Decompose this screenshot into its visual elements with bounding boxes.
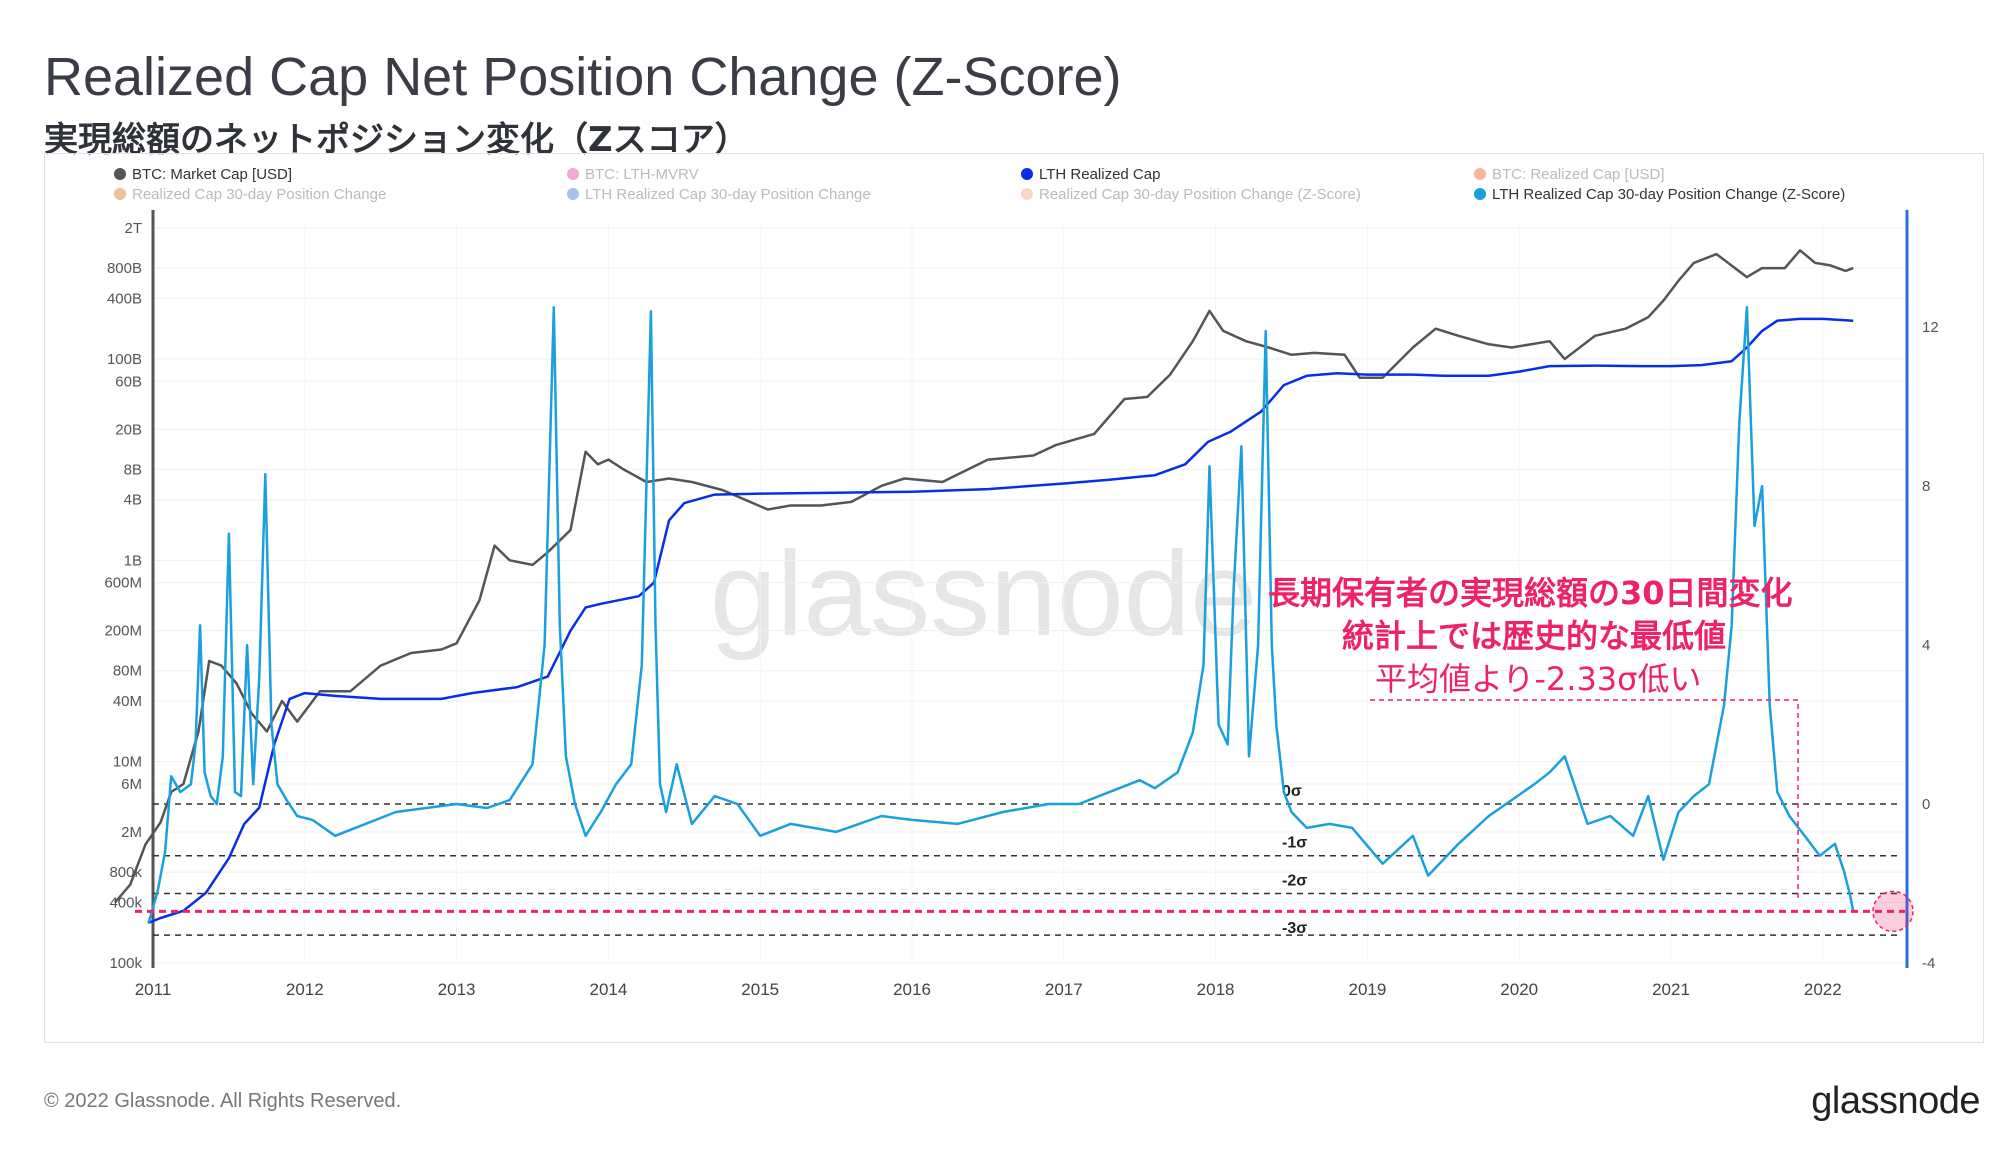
y-right-tick-label: 8: [1922, 478, 1930, 495]
sigma-label: 0σ: [1282, 783, 1302, 800]
legend-label: LTH Realized Cap 30-day Position Change: [585, 186, 871, 203]
y-right-tick-label: 12: [1922, 319, 1939, 336]
legend-dot: [114, 188, 126, 200]
x-tick-label: 2016: [893, 980, 931, 999]
y-right-tick-label: -4: [1922, 955, 1935, 972]
y-right-tick-label: 0: [1922, 796, 1930, 813]
x-tick-label: 2015: [741, 980, 779, 999]
legend-dot: [1021, 188, 1033, 200]
legend-dot: [567, 168, 579, 180]
y-left-tick-label: 10M: [113, 754, 142, 771]
annotation-line-2: 統計上では歴史的な最低値: [1342, 617, 1726, 655]
legend-dot: [1021, 168, 1033, 180]
y-left-tick-label: 400B: [107, 290, 142, 307]
x-tick-label: 2013: [438, 980, 476, 999]
y-left-tick-label: 80M: [113, 663, 142, 680]
series-line: [114, 249, 1854, 904]
legend-item: LTH Realized Cap: [1021, 166, 1160, 183]
chart-annotations: 長期保有者の実現総額の30日間変化 統計上では歴史的な最低値 平均値より-2.3…: [135, 574, 1914, 933]
y-left-tick-label: 4B: [124, 492, 142, 509]
legend-item: Realized Cap 30-day Position Change (Z-S…: [1021, 186, 1361, 203]
chart-frame: [44, 153, 1984, 1043]
legend-label: LTH Realized Cap 30-day Position Change …: [1492, 186, 1845, 203]
legend-dot: [567, 188, 579, 200]
y-left-tick-label: 100k: [109, 955, 142, 972]
x-tick-label: 2017: [1045, 980, 1083, 999]
legend-label: LTH Realized Cap: [1039, 166, 1160, 183]
annotation-line-3: 平均値より-2.33σ低い: [1375, 660, 1701, 698]
minimum-marker-circle: [1872, 890, 1914, 933]
legend-item: LTH Realized Cap 30-day Position Change …: [1474, 186, 1845, 203]
sigma-label: -3σ: [1282, 920, 1307, 937]
x-tick-label: 2011: [135, 980, 172, 999]
chart-watermark: glassnode: [710, 527, 1257, 661]
x-tick-label: 2021: [1652, 980, 1690, 999]
legend-dot: [1474, 188, 1486, 200]
sigma-label: -2σ: [1282, 872, 1307, 889]
legend-dot: [1474, 168, 1486, 180]
y-left-tick-label: 2T: [124, 220, 142, 237]
y-left-tick-label: 6M: [121, 776, 142, 793]
legend-dot: [114, 168, 126, 180]
chart-grid: [152, 222, 1907, 964]
legend-label: BTC: Market Cap [USD]: [132, 166, 292, 183]
copyright-footer: © 2022 Glassnode. All Rights Reserved.: [44, 1090, 402, 1112]
glassnode-logo: glassnode: [1811, 1080, 1980, 1122]
y-right-tick-label: 4: [1922, 637, 1930, 654]
legend-item: Realized Cap 30-day Position Change: [114, 186, 386, 203]
legend-label: Realized Cap 30-day Position Change: [132, 186, 386, 203]
legend-label: BTC: LTH-MVRV: [585, 166, 699, 183]
annotation-leader-line: [1370, 699, 1799, 902]
y-left-tick-label: 60B: [115, 373, 142, 390]
x-tick-label: 2020: [1500, 980, 1538, 999]
legend-label: Realized Cap 30-day Position Change (Z-S…: [1039, 186, 1361, 203]
series-line: [147, 306, 1855, 924]
legend-label: BTC: Realized Cap [USD]: [1492, 166, 1665, 183]
sigma-lines: 0σ -1σ -2σ -3σ: [153, 783, 1900, 937]
legend-item: BTC: Realized Cap [USD]: [1474, 166, 1665, 183]
y-left-tick-label: 100B: [107, 351, 142, 368]
legend-item: BTC: LTH-MVRV: [567, 166, 699, 183]
x-tick-label: 2012: [286, 980, 324, 999]
chart-legend: BTC: Market Cap [USD] BTC: LTH-MVRV LTH Re…: [114, 166, 1845, 203]
sigma-label: -1σ: [1282, 835, 1307, 852]
chart-series: [114, 249, 1855, 925]
y-left-tick-label: 40M: [113, 693, 142, 710]
y-left-tick-label: 600M: [104, 575, 142, 592]
chart-axes: 2T 800B 400B 100B 60B 20B 8B 4B 1B 600M 200M 80M 40M…: [104, 210, 1939, 999]
legend-item: LTH Realized Cap 30-day Position Change: [567, 186, 871, 203]
y-left-tick-label: 200M: [104, 623, 142, 640]
legend-item: BTC: Market Cap [USD]: [114, 166, 292, 183]
y-left-tick-label: 8B: [124, 461, 142, 478]
page-title: Realized Cap Net Position Change (Z-Scor…: [44, 47, 1122, 107]
y-left-tick-label: 20B: [115, 421, 142, 438]
y-left-tick-label: 400k: [109, 894, 142, 911]
y-left-tick-label: 1B: [124, 552, 142, 569]
series-line: [147, 317, 1854, 925]
x-tick-label: 2019: [1348, 980, 1386, 999]
annotation-line-1: 長期保有者の実現総額の30日間変化: [1268, 574, 1793, 612]
x-tick-label: 2014: [589, 980, 627, 999]
x-tick-label: 2018: [1197, 980, 1235, 999]
y-left-tick-label: 2M: [121, 824, 142, 841]
x-tick-label: 2022: [1804, 980, 1842, 999]
y-left-tick-label: 800B: [107, 260, 142, 277]
